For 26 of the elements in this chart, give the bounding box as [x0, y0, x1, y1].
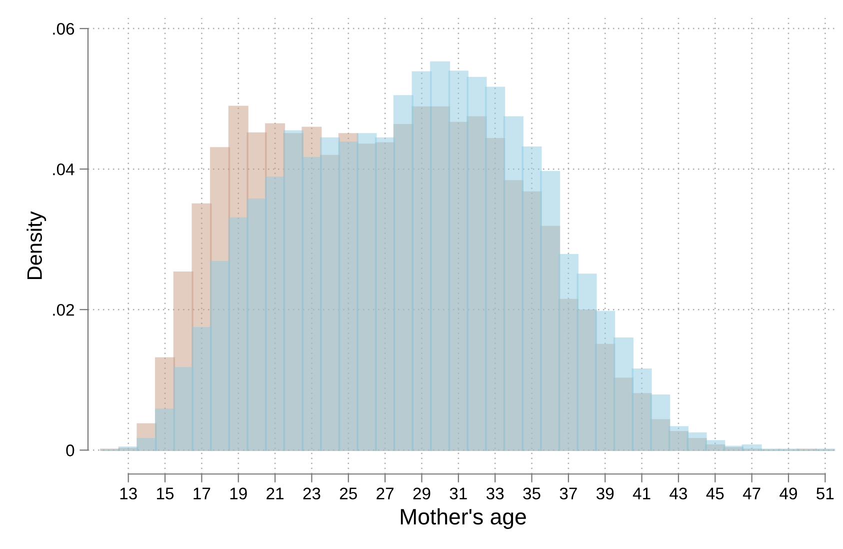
x-tick-label: 41 [632, 488, 650, 500]
x-tick-label: 51 [816, 488, 834, 500]
x-axis-title: Mother's age [400, 508, 526, 529]
x-tick-label: 19 [230, 488, 247, 500]
x-tick-label: 43 [670, 488, 687, 500]
y-tick-label: .04 [53, 163, 74, 176]
x-tick-label: 17 [194, 488, 210, 500]
x-tick-label: 37 [560, 488, 577, 500]
x-tick-label: 27 [376, 488, 394, 500]
x-tick-label: 33 [486, 488, 504, 500]
x-tick-label: 29 [413, 488, 430, 500]
x-tick-label: 21 [266, 488, 284, 500]
x-tick-label: 35 [523, 488, 540, 500]
y-tick-label: .02 [53, 304, 74, 316]
x-tick-label: 15 [157, 488, 174, 500]
y-tick-label: .06 [53, 22, 74, 35]
x-tick-label: 39 [596, 488, 614, 500]
y-tick-label: 0 [66, 444, 74, 456]
y-axis-title: Density [26, 211, 46, 280]
x-tick-label: 31 [450, 488, 467, 500]
x-tick-label: 45 [706, 488, 724, 500]
x-tick-label: 49 [780, 488, 797, 500]
x-tick-label: 13 [120, 488, 137, 500]
x-tick-label: 47 [742, 488, 760, 500]
x-tick-label: 23 [303, 488, 320, 500]
x-tick-label: 25 [340, 488, 357, 500]
